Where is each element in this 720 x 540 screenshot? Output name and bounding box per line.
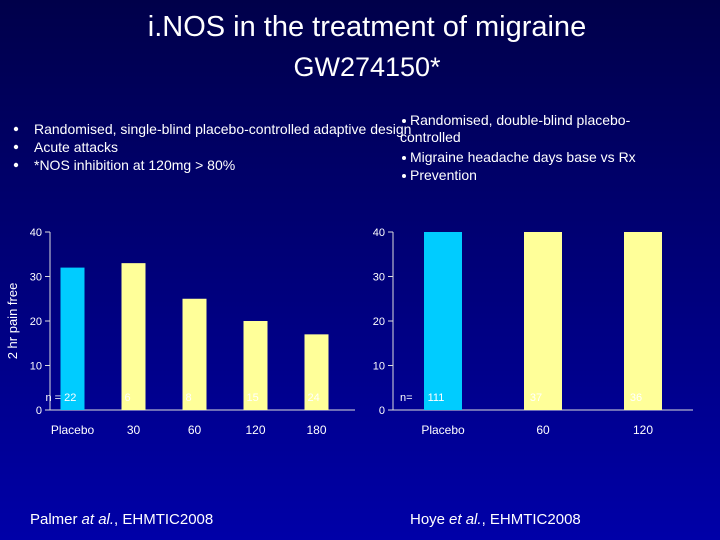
- bar: [304, 334, 329, 410]
- bullet: [402, 119, 406, 123]
- source-ref: , EHMTIC2008: [114, 511, 213, 528]
- y-axis-label: 2 hr pain free: [5, 283, 20, 360]
- y-tick-label: 10: [373, 361, 385, 373]
- source-ref: , EHMTIC2008: [482, 511, 581, 528]
- x-tick-label: 120: [245, 423, 265, 437]
- n-prefix: n=: [400, 392, 413, 404]
- source-etal: et al.: [449, 511, 482, 528]
- x-tick-label: 60: [536, 423, 550, 437]
- bullet-text: *NOS inhibition at 120mg > 80%: [34, 157, 235, 173]
- x-tick-label: Placebo: [51, 423, 95, 437]
- n-label: 111: [428, 392, 445, 404]
- bar: [424, 232, 462, 410]
- bullet: [13, 144, 19, 150]
- bullet-text: Acute attacks: [34, 139, 118, 155]
- source-author: Palmer: [30, 511, 78, 528]
- bar: [243, 321, 268, 410]
- y-tick-label: 40: [30, 227, 42, 239]
- n-label: 24: [308, 392, 320, 404]
- source: Hoye et al., EHMTIC2008: [410, 511, 581, 528]
- x-tick-label: 30: [127, 423, 141, 437]
- y-tick-label: 0: [379, 405, 385, 417]
- bar: [624, 232, 662, 410]
- slide-title: i.NOS in the treatment of migraine: [148, 11, 586, 43]
- n-label: 6: [125, 392, 131, 404]
- bullet-text: Prevention: [410, 167, 477, 183]
- bullet: [402, 156, 406, 160]
- x-tick-label: Placebo: [421, 423, 465, 437]
- n-label: 36: [630, 392, 642, 404]
- x-tick-label: 120: [633, 423, 653, 437]
- bar: [524, 232, 562, 410]
- x-tick-label: 60: [188, 423, 202, 437]
- y-tick-label: 30: [30, 272, 42, 284]
- source-author: Hoye: [410, 511, 445, 528]
- bullet-text: Migraine headache days base vs Rx: [410, 149, 636, 165]
- bar: [60, 267, 85, 410]
- y-tick-label: 0: [36, 405, 42, 417]
- y-tick-label: 10: [30, 361, 42, 373]
- bar: [182, 298, 207, 410]
- y-tick-label: 30: [373, 272, 385, 284]
- source-etal: at al.: [82, 511, 115, 528]
- bullet-text-wrap: controlled: [400, 129, 461, 145]
- bar: [121, 263, 146, 410]
- n-label: 8: [186, 392, 192, 404]
- bullet: [13, 126, 19, 132]
- x-tick-label: 180: [306, 423, 326, 437]
- n-label: 37: [530, 392, 542, 404]
- y-tick-label: 20: [30, 316, 42, 328]
- slide-subtitle: GW274150*: [293, 52, 441, 82]
- n-label: n = 22: [46, 392, 77, 404]
- y-tick-label: 40: [373, 227, 385, 239]
- bullet-text: Randomised, single-blind placebo-control…: [34, 121, 411, 137]
- y-tick-label: 20: [373, 316, 385, 328]
- bullet: [13, 162, 19, 168]
- source: Palmer at al., EHMTIC2008: [30, 511, 213, 528]
- n-label: 15: [247, 392, 259, 404]
- bullet: [402, 174, 406, 178]
